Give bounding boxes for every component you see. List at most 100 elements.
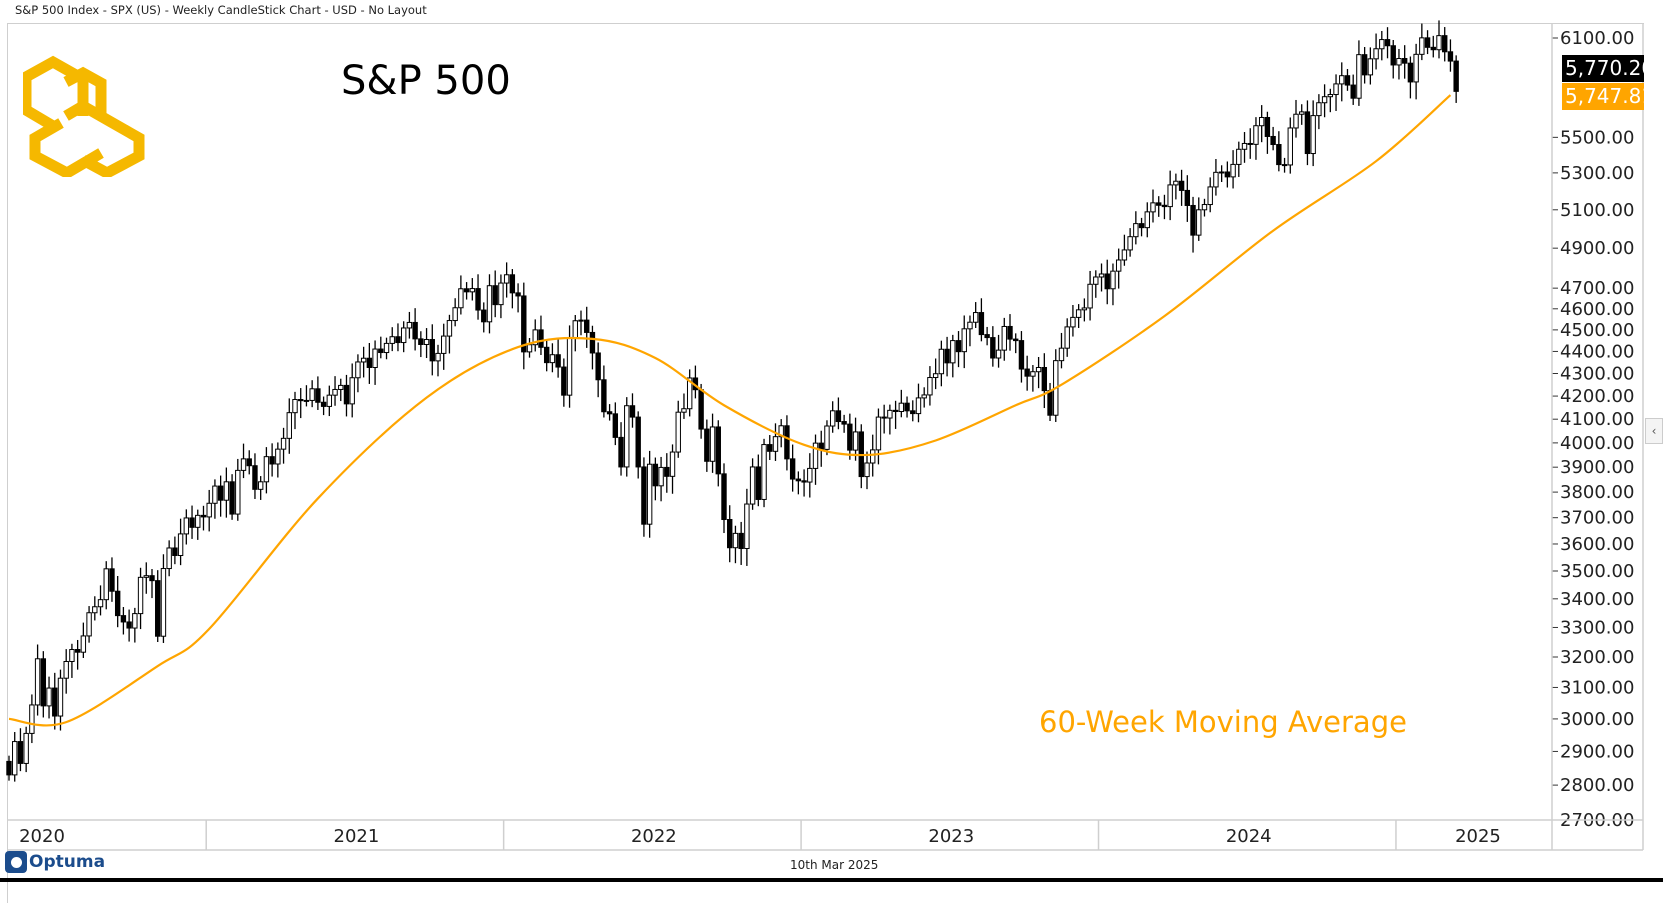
candle-body-down xyxy=(738,532,744,550)
candle xyxy=(332,376,338,406)
candle-body-down xyxy=(789,458,796,480)
candle xyxy=(23,726,29,773)
candle-body-down xyxy=(1161,204,1168,208)
candle xyxy=(1379,30,1385,61)
candle-body-down xyxy=(892,409,899,413)
candle-body-up xyxy=(372,348,378,368)
candle-body-up xyxy=(1098,273,1105,278)
candle-body-up xyxy=(12,741,18,776)
candlestick-chart[interactable]: 6100.00 5500.00 5300.00 5100.00 4900.00 4700.… xyxy=(0,0,1663,882)
candle-body-down xyxy=(1104,273,1110,290)
candle-body-down xyxy=(721,473,727,521)
candle xyxy=(732,525,739,564)
candle-body-down xyxy=(343,384,350,405)
candle-body-up xyxy=(967,321,973,330)
candle-body-up xyxy=(807,467,813,483)
candle-body-up xyxy=(57,677,64,717)
candle-body-down xyxy=(629,405,636,418)
candle xyxy=(847,413,853,460)
candle xyxy=(1093,270,1099,298)
y-tick-label: 4500.00 xyxy=(1560,320,1634,341)
candle-body-up xyxy=(441,335,447,354)
candle xyxy=(1247,128,1253,159)
candle-body-up xyxy=(1396,58,1402,66)
candle-body-up xyxy=(812,442,819,469)
candle xyxy=(801,469,807,497)
candle-body-up xyxy=(961,328,967,353)
candle-body-down xyxy=(515,292,521,297)
candle xyxy=(114,576,121,628)
candle xyxy=(744,488,750,566)
candle xyxy=(1013,333,1019,354)
candle-body-down xyxy=(40,658,47,707)
candle-body-down xyxy=(767,444,773,452)
candle-body-up xyxy=(389,336,395,344)
candle-body-up xyxy=(69,649,75,662)
candle-body-down xyxy=(1361,54,1368,76)
candle xyxy=(1447,39,1454,72)
candle-body-down xyxy=(1224,171,1231,178)
candle xyxy=(257,476,264,500)
candle-body-up xyxy=(46,687,52,707)
candle xyxy=(727,505,733,563)
candle-body-up xyxy=(1093,276,1099,285)
candle xyxy=(155,570,161,642)
candle-body-down xyxy=(1138,223,1145,229)
candle xyxy=(372,340,378,385)
candle xyxy=(229,474,235,520)
y-tick-label: 3900.00 xyxy=(1560,457,1634,478)
moving-average-label: 60-Week Moving Average xyxy=(1039,705,1407,739)
candle xyxy=(200,505,207,531)
candle xyxy=(17,728,24,772)
candle xyxy=(1299,104,1305,125)
candle xyxy=(709,413,716,473)
date-axis[interactable]: 2020 2021 2022 2023 2024 2025 xyxy=(19,820,1501,850)
chart-frame xyxy=(7,23,1644,903)
candle xyxy=(298,388,304,419)
candle-body-down xyxy=(1190,204,1196,236)
candle xyxy=(595,342,601,398)
candle-body-down xyxy=(835,410,842,423)
candle-body-up xyxy=(166,547,172,570)
collapse-panel-button[interactable]: ‹ xyxy=(1645,418,1663,444)
candle xyxy=(309,380,315,408)
candle xyxy=(400,321,407,353)
y-tick-label: 3200.00 xyxy=(1560,647,1634,668)
candle xyxy=(767,435,773,460)
y-tick-label: 3800.00 xyxy=(1560,482,1634,503)
candle xyxy=(34,644,41,716)
candle-body-up xyxy=(852,431,859,451)
candle-body-up xyxy=(686,377,693,410)
candle xyxy=(910,400,916,422)
candle xyxy=(944,336,950,377)
optuma-logo: Optuma xyxy=(5,851,105,873)
candle-body-up xyxy=(97,599,104,608)
candle-body-up xyxy=(1230,163,1236,178)
candle xyxy=(961,315,967,369)
candle xyxy=(1333,74,1339,111)
candle xyxy=(1327,88,1334,113)
window-title: S&P 500 Index - SPX (US) - Weekly Candle… xyxy=(15,3,427,17)
candle-body-up xyxy=(80,635,87,653)
candle xyxy=(864,451,870,490)
candle-body-up xyxy=(1258,116,1265,127)
candle xyxy=(721,463,727,534)
candle xyxy=(555,339,561,378)
candle-body-down xyxy=(635,416,641,468)
candle xyxy=(1178,169,1185,206)
candle-body-up xyxy=(1316,102,1322,117)
candle xyxy=(481,302,487,333)
candle xyxy=(852,417,859,461)
candle-body-down xyxy=(475,288,481,311)
candle-body-down xyxy=(1344,75,1351,86)
candle xyxy=(1115,248,1122,289)
candle xyxy=(389,327,395,352)
candle-body-up xyxy=(286,412,292,439)
candle xyxy=(967,315,973,347)
candle xyxy=(1196,197,1202,241)
candle xyxy=(704,419,710,472)
year-label: 2020 xyxy=(19,826,65,847)
candle xyxy=(269,443,275,477)
candle xyxy=(881,404,887,434)
candle-body-up xyxy=(1196,209,1202,236)
